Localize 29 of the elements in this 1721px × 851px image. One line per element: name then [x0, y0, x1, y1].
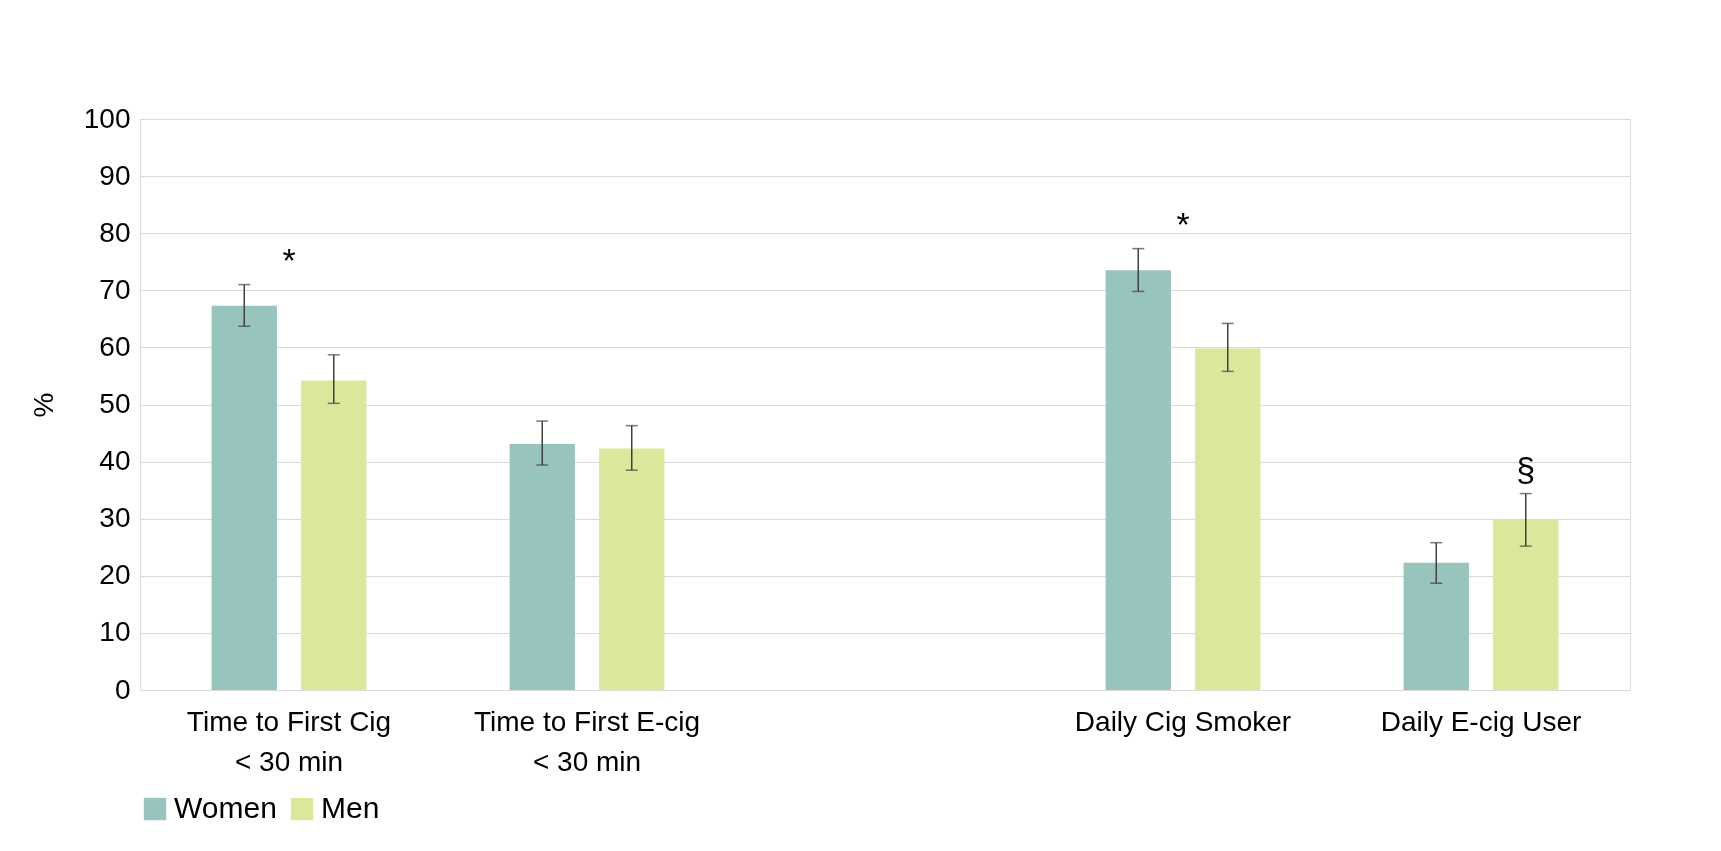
y-tick-label: 30: [99, 502, 131, 534]
bar: [509, 443, 575, 690]
annotation: §: [1516, 449, 1536, 488]
bar: [1403, 562, 1469, 690]
y-tick-label: 40: [99, 445, 131, 477]
bar: [599, 448, 665, 690]
bar: [211, 305, 277, 690]
annotation: *: [282, 240, 296, 279]
bar: [301, 380, 367, 690]
y-tick-label: 60: [99, 330, 131, 362]
y-tick-label: 0: [114, 673, 131, 705]
annotation: *: [1176, 204, 1190, 243]
y-tick-label: 50: [99, 388, 131, 419]
x-tick-label: Time to First Cig < 30 min: [186, 705, 392, 777]
y-tick-label: 80: [99, 216, 131, 248]
y-tick-label: 10: [99, 616, 131, 648]
x-tick-label: Daily Cig Smoker: [1074, 705, 1292, 737]
y-tick-label: 20: [99, 559, 131, 591]
legend-label: Women: [174, 791, 277, 824]
x-tick-label: Time to First E-cig < 30 min: [473, 705, 701, 777]
y-tick-label: 90: [99, 159, 131, 191]
y-tick-label: 100: [83, 102, 131, 134]
bar: [1493, 519, 1559, 690]
x-tick-label: Daily E-cig User: [1380, 705, 1582, 737]
legend-label: Men: [321, 791, 380, 824]
y-axis-title: %: [27, 392, 59, 418]
y-tick-label: 70: [99, 273, 131, 305]
bar: [1195, 348, 1261, 690]
bar: [1105, 270, 1171, 690]
